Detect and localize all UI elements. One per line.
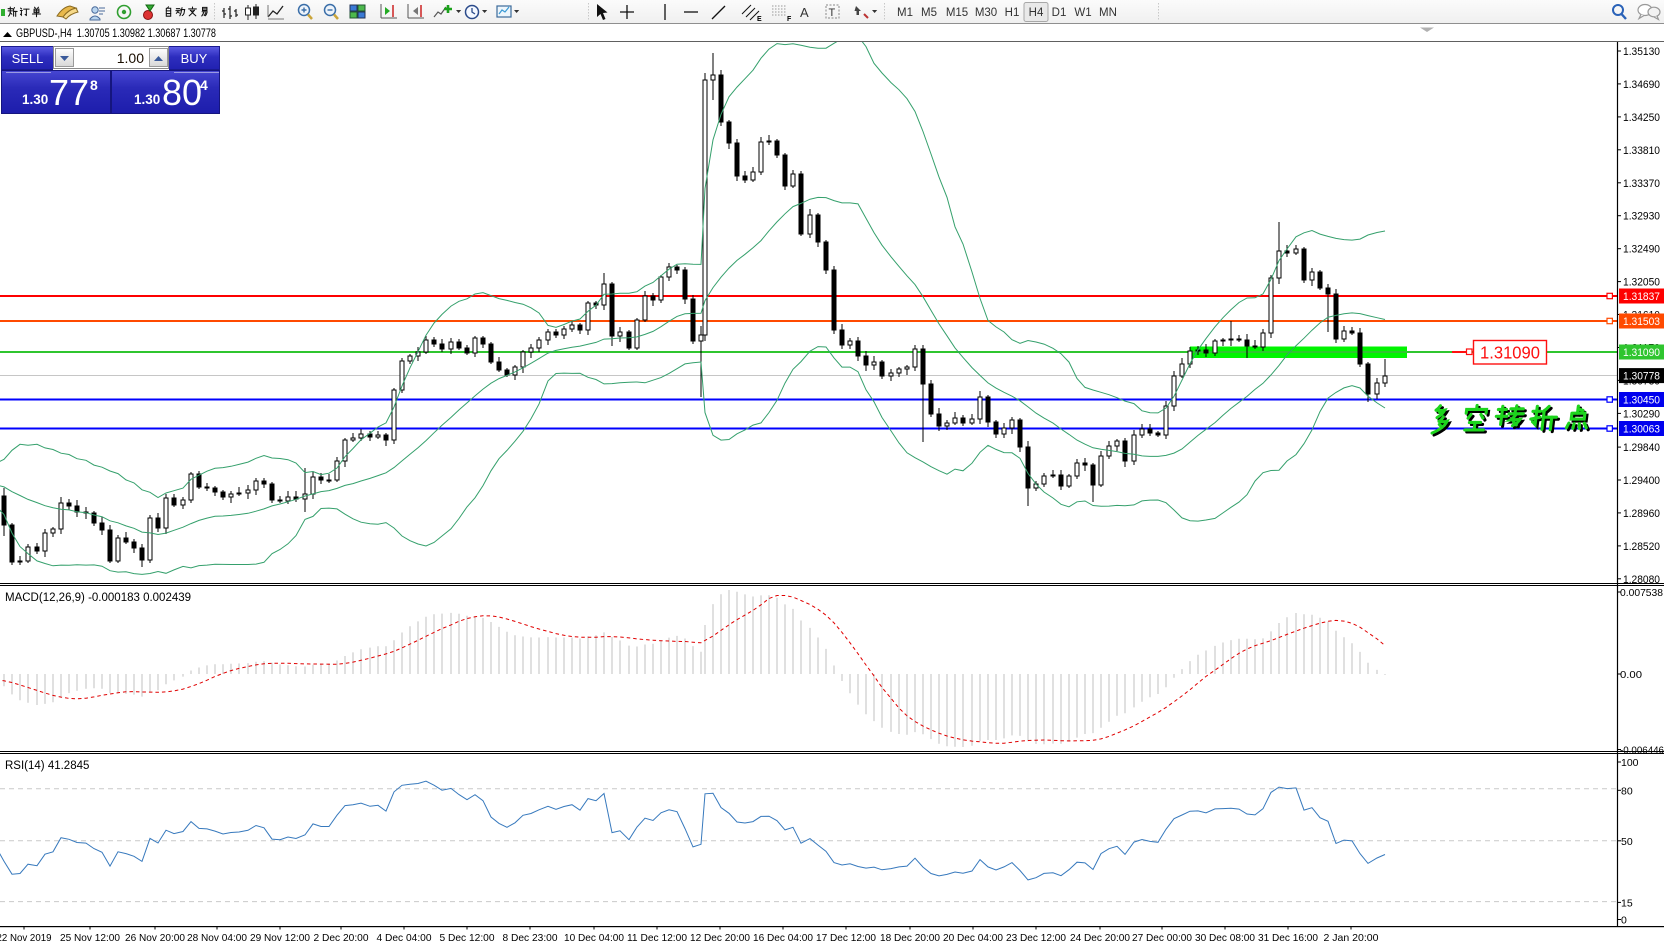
svg-text:H4: H4 (1029, 7, 1044, 19)
svg-text:30 Dec 08:00: 30 Dec 08:00 (1195, 932, 1255, 944)
svg-text:18 Dec 20:00: 18 Dec 20:00 (880, 932, 940, 944)
svg-text:M30: M30 (975, 7, 997, 19)
svg-text:E: E (757, 16, 762, 23)
svg-text:29 Nov 12:00: 29 Nov 12:00 (250, 932, 310, 944)
svg-text:23 Dec 12:00: 23 Dec 12:00 (1006, 932, 1066, 944)
svg-text:1.33370: 1.33370 (1623, 178, 1660, 190)
svg-text:10 Dec 04:00: 10 Dec 04:00 (564, 932, 624, 944)
svg-text:17 Dec 12:00: 17 Dec 12:00 (816, 932, 876, 944)
svg-text:26 Nov 20:00: 26 Nov 20:00 (125, 932, 185, 944)
svg-text:1.28080: 1.28080 (1623, 574, 1660, 586)
svg-text:1.30290: 1.30290 (1623, 408, 1660, 420)
svg-text:H1: H1 (1005, 7, 1020, 19)
svg-text:1.28960: 1.28960 (1623, 508, 1660, 520)
svg-text:W1: W1 (1074, 7, 1091, 19)
svg-text:1.32930: 1.32930 (1623, 211, 1660, 223)
svg-text:1.31090: 1.31090 (1623, 347, 1660, 359)
svg-text:MN: MN (1099, 7, 1117, 19)
svg-text:1.28520: 1.28520 (1623, 541, 1660, 553)
svg-text:1.35130: 1.35130 (1623, 46, 1660, 58)
svg-text:M5: M5 (921, 7, 937, 19)
svg-text:12 Dec 20:00: 12 Dec 20:00 (690, 932, 750, 944)
svg-text:F: F (787, 16, 792, 23)
svg-text:RSI(14) 41.2845: RSI(14) 41.2845 (5, 760, 89, 772)
svg-text:0.007538: 0.007538 (1620, 587, 1663, 599)
svg-text:0.00: 0.00 (1620, 669, 1642, 681)
svg-text:T: T (829, 7, 836, 19)
svg-text:0: 0 (1621, 915, 1627, 927)
svg-text:1.31503: 1.31503 (1623, 316, 1660, 328)
svg-text:1.30778: 1.30778 (1623, 371, 1660, 383)
svg-text:1.29400: 1.29400 (1623, 475, 1660, 487)
svg-text:28 Nov 04:00: 28 Nov 04:00 (187, 932, 247, 944)
svg-text:1.32490: 1.32490 (1623, 244, 1660, 256)
svg-text:1.33810: 1.33810 (1623, 145, 1660, 157)
svg-text:1.34690: 1.34690 (1623, 79, 1660, 91)
svg-text:25 Nov 12:00: 25 Nov 12:00 (60, 932, 120, 944)
svg-text:31 Dec 16:00: 31 Dec 16:00 (1258, 932, 1318, 944)
svg-text:8 Dec 23:00: 8 Dec 23:00 (503, 932, 558, 944)
svg-text:MACD(12,26,9) -0.000183 0.0024: MACD(12,26,9) -0.000183 0.002439 (5, 592, 191, 604)
svg-text:M15: M15 (946, 7, 968, 19)
svg-text:4 Dec 04:00: 4 Dec 04:00 (377, 932, 432, 944)
svg-text:1.30450: 1.30450 (1623, 395, 1660, 407)
svg-text:80: 80 (1621, 785, 1633, 797)
svg-text:GBPUSD-,H4 1.30705 1.30982 1.: GBPUSD-,H4 1.30705 1.30982 1.30687 1.307… (16, 26, 216, 40)
svg-text:5 Dec 12:00: 5 Dec 12:00 (440, 932, 495, 944)
svg-text:50: 50 (1621, 836, 1633, 848)
svg-text:24 Dec 20:00: 24 Dec 20:00 (1070, 932, 1130, 944)
svg-text:M1: M1 (897, 7, 913, 19)
svg-text:20 Dec 04:00: 20 Dec 04:00 (943, 932, 1003, 944)
svg-text:1.34250: 1.34250 (1623, 112, 1660, 124)
svg-text:-0.006446: -0.006446 (1620, 745, 1664, 757)
svg-text:15: 15 (1621, 897, 1633, 909)
svg-text:27 Dec 00:00: 27 Dec 00:00 (1132, 932, 1192, 944)
svg-text:2 Dec 20:00: 2 Dec 20:00 (314, 932, 369, 944)
svg-text:D1: D1 (1052, 7, 1067, 19)
svg-text:100: 100 (1621, 757, 1639, 769)
svg-text:1.30063: 1.30063 (1623, 424, 1660, 436)
svg-text:A: A (800, 5, 809, 20)
svg-text:1.29840: 1.29840 (1623, 442, 1660, 454)
svg-text:2 Jan 20:00: 2 Jan 20:00 (1324, 932, 1379, 944)
svg-text:1.31837: 1.31837 (1623, 291, 1660, 303)
svg-text:11 Dec 12:00: 11 Dec 12:00 (627, 932, 687, 944)
svg-text:1.31090: 1.31090 (1480, 343, 1540, 363)
svg-text:1.32050: 1.32050 (1623, 277, 1660, 289)
svg-text:16 Dec 04:00: 16 Dec 04:00 (753, 932, 813, 944)
svg-text:22 Nov 2019: 22 Nov 2019 (0, 932, 52, 944)
